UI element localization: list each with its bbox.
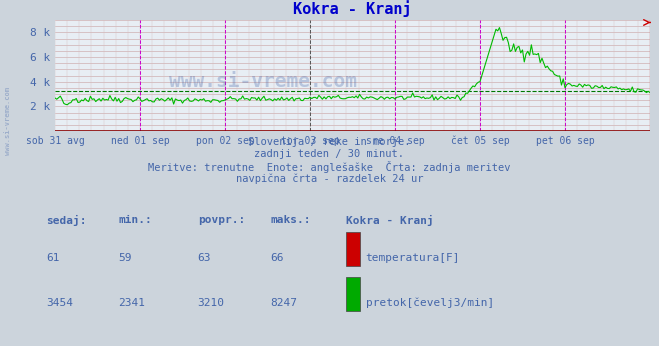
Text: 59: 59 <box>119 253 132 263</box>
Text: www.si-vreme.com: www.si-vreme.com <box>5 87 11 155</box>
Text: pretok[čevelj3/min]: pretok[čevelj3/min] <box>366 298 494 308</box>
Text: zadnji teden / 30 minut.: zadnji teden / 30 minut. <box>254 149 405 159</box>
Text: maks.:: maks.: <box>270 215 310 225</box>
Text: navpična črta - razdelek 24 ur: navpična črta - razdelek 24 ur <box>236 173 423 183</box>
Text: 3210: 3210 <box>198 298 225 308</box>
Text: Slovenija / reke in morje.: Slovenija / reke in morje. <box>248 137 411 147</box>
Text: min.:: min.: <box>119 215 152 225</box>
Text: povpr.:: povpr.: <box>198 215 245 225</box>
Text: www.si-vreme.com: www.si-vreme.com <box>169 72 357 91</box>
Text: 2341: 2341 <box>119 298 146 308</box>
Text: sedaj:: sedaj: <box>46 215 86 226</box>
Text: 61: 61 <box>46 253 59 263</box>
Text: 3454: 3454 <box>46 298 73 308</box>
Title: Kokra - Kranj: Kokra - Kranj <box>293 1 412 17</box>
Text: 8247: 8247 <box>270 298 297 308</box>
Text: temperatura[F]: temperatura[F] <box>366 253 460 263</box>
Text: Kokra - Kranj: Kokra - Kranj <box>346 215 434 226</box>
Text: 63: 63 <box>198 253 211 263</box>
Text: 66: 66 <box>270 253 283 263</box>
Text: Meritve: trenutne  Enote: anglešaške  Črta: zadnja meritev: Meritve: trenutne Enote: anglešaške Črta… <box>148 161 511 173</box>
